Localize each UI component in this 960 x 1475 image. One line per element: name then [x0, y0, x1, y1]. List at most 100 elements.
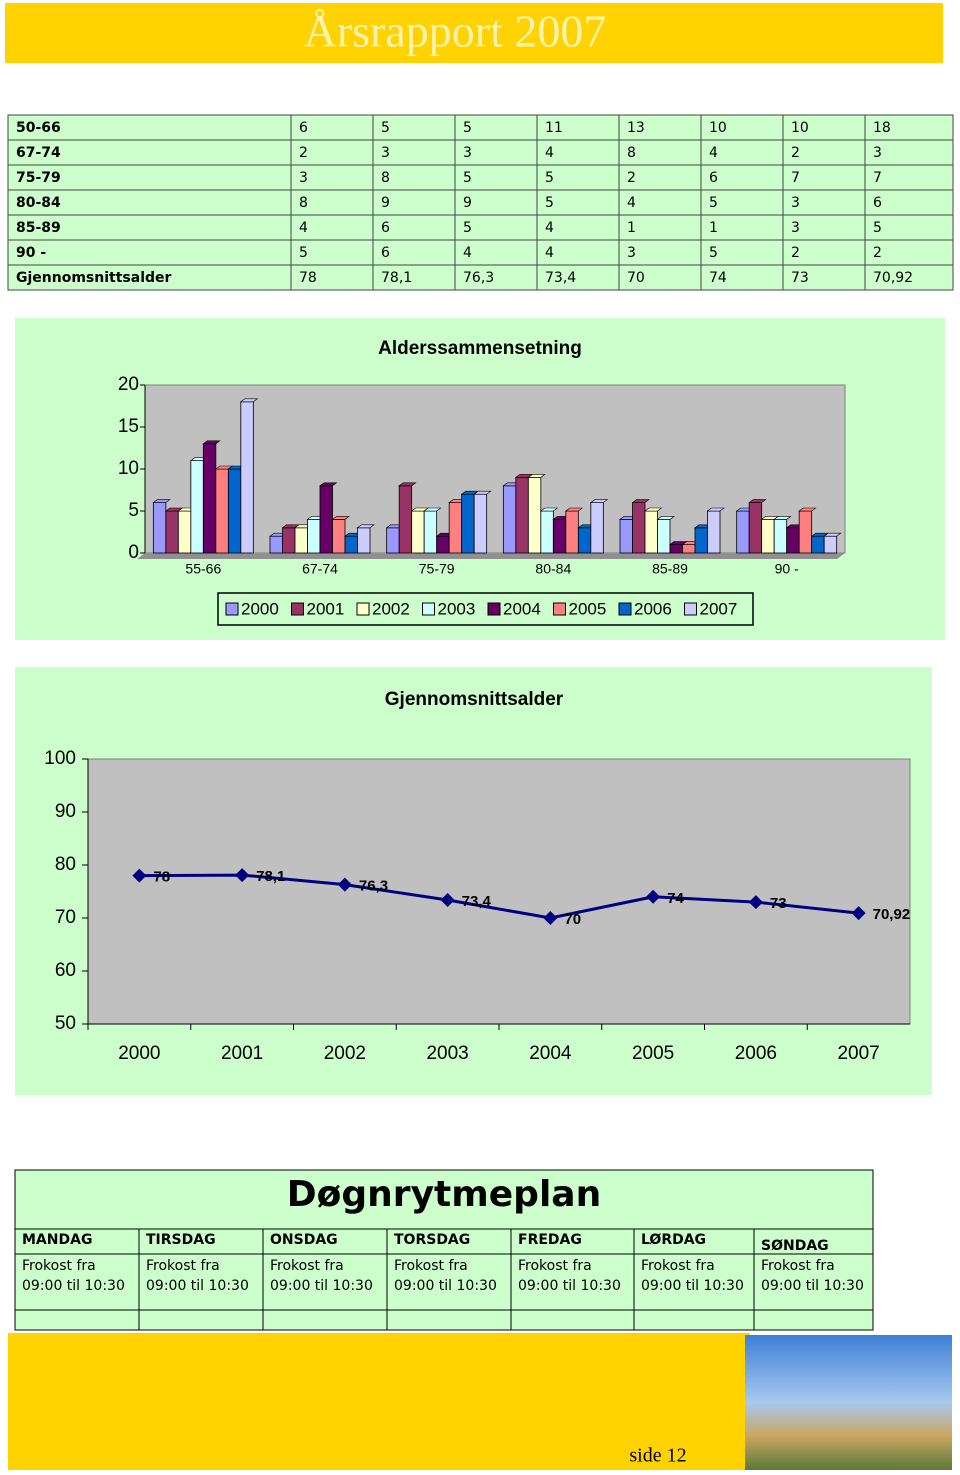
- table-text: 3: [463, 145, 472, 161]
- value-label: 76,3: [359, 878, 388, 895]
- table-cell: [782, 214, 866, 241]
- table-text: 9: [463, 195, 472, 211]
- table-text: 4: [545, 245, 554, 261]
- bar: [473, 493, 488, 554]
- y-tick-label: 50: [55, 1013, 76, 1034]
- page-number: side 12: [629, 1445, 686, 1467]
- bar: [632, 502, 646, 554]
- table-text: 5: [381, 120, 390, 136]
- legend-swatch: [487, 602, 501, 616]
- y-tick-label: 60: [55, 960, 76, 981]
- bar: [357, 527, 371, 554]
- value-label: 70,92: [873, 906, 911, 923]
- day-text: Frokost fra: [394, 1258, 468, 1274]
- bar-top: [823, 532, 842, 537]
- value-label: 78: [153, 869, 170, 886]
- table-cell: [782, 139, 866, 166]
- bar: [761, 519, 775, 554]
- day-text: Frokost fra: [146, 1258, 220, 1274]
- legend-label: 2006: [634, 599, 672, 618]
- bar-top: [631, 499, 650, 503]
- table-text: 90 -: [16, 245, 46, 261]
- marker: [235, 868, 250, 883]
- day-name: LØRDAG: [641, 1232, 706, 1248]
- table-cell: [454, 189, 538, 216]
- header-bar: [5, 3, 943, 63]
- bar: [227, 468, 242, 554]
- bar: [540, 510, 554, 554]
- table-text: 70: [627, 270, 645, 286]
- table-text: 70,92: [873, 270, 913, 286]
- marker: [337, 877, 352, 892]
- table-cell: [7, 264, 292, 291]
- table-text: 6: [299, 120, 308, 136]
- bar: [448, 502, 463, 554]
- table-text: Gjennomsnittsalder: [16, 270, 172, 286]
- bar-top: [773, 516, 792, 520]
- value-label: 78,1: [256, 868, 285, 885]
- schedule-title: Døgnrytmeplan: [287, 1174, 601, 1215]
- table-text: 5: [709, 195, 718, 211]
- y-tick-label: 20: [118, 374, 139, 395]
- footer-bar: [8, 1333, 750, 1470]
- x-tick-label: 85-89: [652, 561, 688, 577]
- table-text: 4: [463, 245, 472, 261]
- table-cell: [372, 164, 456, 191]
- day-text: Frokost fra: [518, 1258, 592, 1274]
- bar-top: [202, 440, 221, 445]
- bar-top: [527, 474, 546, 478]
- bar: [552, 519, 567, 554]
- table-text: 5: [545, 195, 554, 211]
- legend-swatch: [356, 602, 370, 616]
- table-cell: [700, 139, 784, 166]
- bar-top: [473, 490, 492, 495]
- bar: [398, 485, 413, 554]
- table-text: 6: [381, 245, 390, 261]
- table-text: 4: [709, 145, 718, 161]
- bar: [282, 527, 296, 554]
- bar-top: [152, 499, 171, 503]
- table-text: 3: [381, 145, 390, 161]
- table-cell: [372, 264, 456, 291]
- table-text: 2: [299, 145, 308, 161]
- bar-top: [564, 507, 584, 512]
- table-text: 5: [873, 220, 882, 236]
- table-cell: [372, 239, 456, 266]
- bar: [436, 535, 450, 554]
- bar-top: [798, 507, 817, 512]
- bar-top: [423, 507, 442, 512]
- y-tick-label: 0: [128, 542, 139, 563]
- bar: [411, 510, 425, 554]
- day-name: TORSDAG: [394, 1232, 470, 1248]
- bar-top: [356, 524, 375, 529]
- table-text: 8: [381, 170, 390, 186]
- legend-swatch: [553, 602, 566, 616]
- table-cell: [864, 264, 954, 291]
- table-cell: [700, 189, 784, 216]
- table-text: 85-89: [16, 220, 61, 236]
- value-label: 73: [770, 895, 787, 912]
- table-cell: [7, 214, 292, 241]
- bar: [694, 527, 708, 554]
- y-tick-label: 100: [44, 748, 76, 769]
- bar: [577, 527, 592, 554]
- table-text: 50-66: [16, 120, 61, 136]
- day-text: Frokost fra: [641, 1258, 715, 1274]
- bar: [215, 468, 229, 554]
- table-text: 2: [873, 245, 882, 261]
- legend-label: 2005: [569, 599, 607, 618]
- table-text: 3: [791, 220, 800, 236]
- table-cell: [7, 139, 292, 166]
- table-cell: [536, 189, 620, 216]
- marker: [646, 889, 661, 904]
- table-cell: [7, 164, 292, 191]
- bar: [152, 502, 167, 554]
- table-cell: [700, 164, 784, 191]
- value-label: 70: [564, 911, 581, 928]
- bar: [657, 519, 671, 554]
- bar: [748, 502, 763, 554]
- schedule-panel: [14, 1169, 874, 1331]
- x-tick-label: 90 -: [775, 561, 799, 577]
- legend-swatch: [225, 602, 239, 616]
- day-text: Frokost fra: [270, 1258, 344, 1274]
